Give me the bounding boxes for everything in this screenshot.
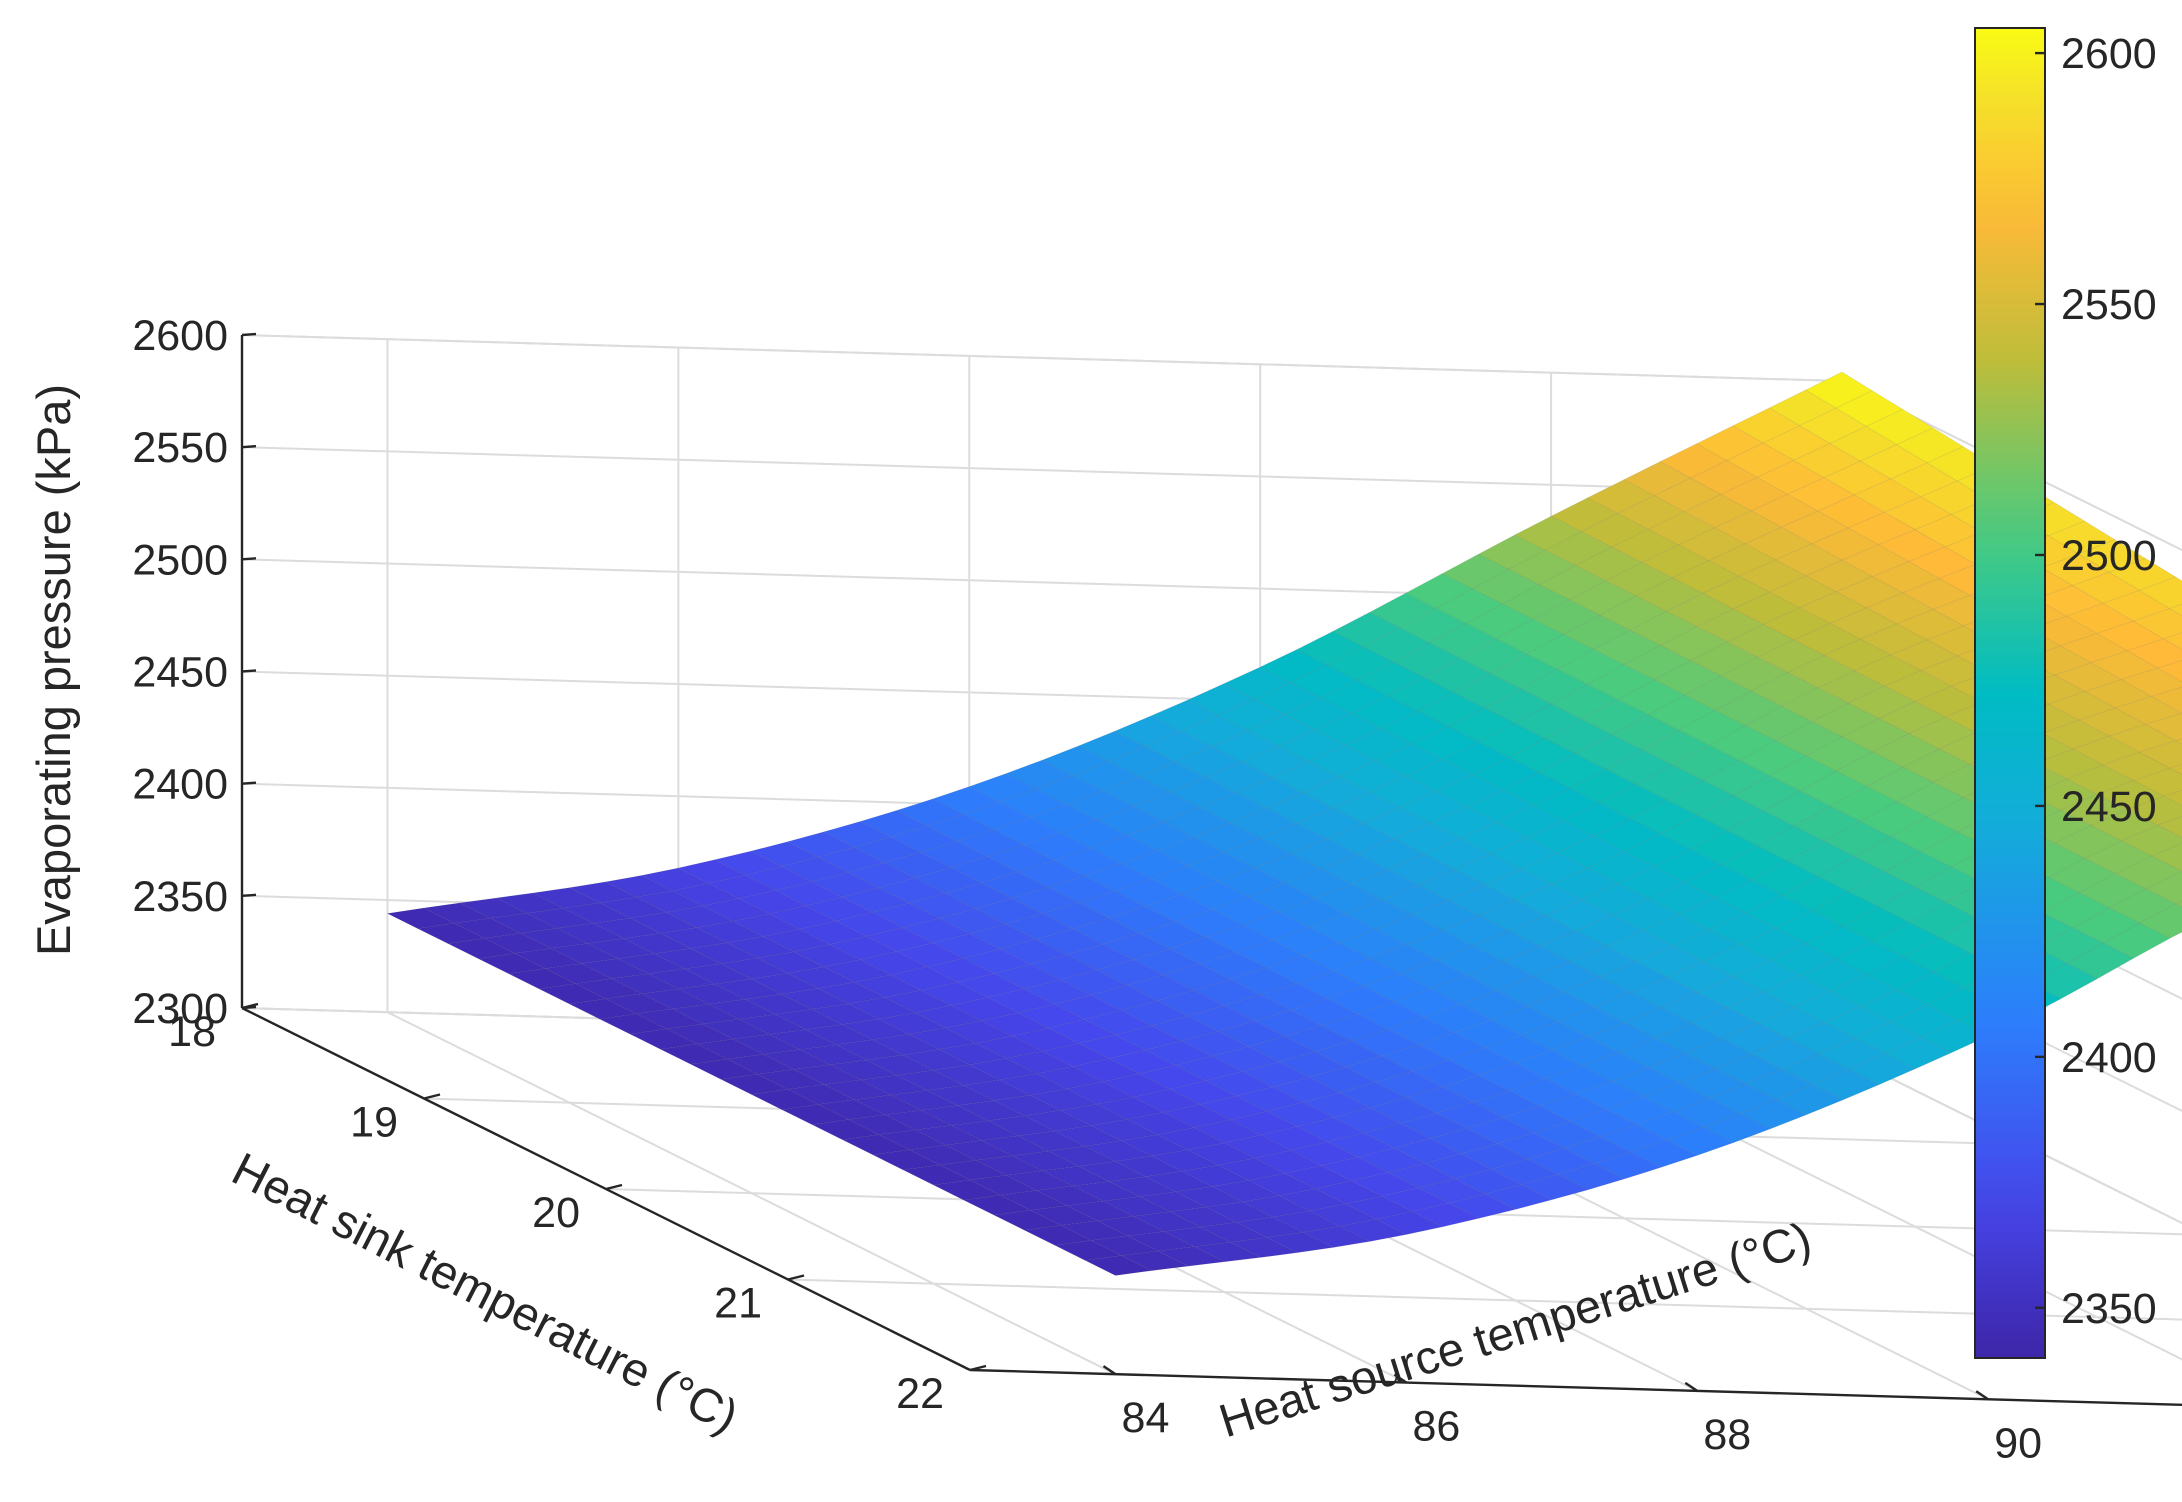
colorbar-tick-label: 2600 [2061, 30, 2157, 78]
colorbar-tick-label: 2550 [2061, 281, 2157, 329]
surface-patch [1884, 1036, 1953, 1070]
colorbar-frame [1974, 27, 2046, 1359]
axes-layer: 2300 2350 2400 2450 2500 2550 2600 18 19 20 21 22 84… [132, 312, 2182, 1467]
x-tick-mark [1102, 1365, 1117, 1376]
z-tick-mark [241, 669, 257, 673]
surface-patch [1083, 1255, 1154, 1276]
z-tick-mark [241, 893, 257, 898]
y-tick-mark [241, 1002, 259, 1010]
x-axis-line [969, 1368, 2182, 1407]
surface-patch [2162, 789, 2182, 807]
surface-patch [2126, 638, 2182, 669]
y-tick-label: 20 [532, 1189, 580, 1237]
y-axis-label: Heat sink temperature (°C) [224, 1142, 747, 1443]
z-tick-label: 2300 [132, 985, 228, 1033]
x-tick-label: 86 [1412, 1403, 1460, 1451]
x-tick-label: 90 [1994, 1419, 2042, 1467]
surface-patch [2168, 764, 2182, 776]
colorbar-fill [1975, 28, 2045, 1358]
z-tick-label: 2550 [132, 424, 228, 472]
y-tick-label: 21 [714, 1280, 762, 1328]
y-tick-mark [423, 1093, 441, 1100]
box-edge [1841, 1053, 2182, 1225]
colorbar-tick-label: 2400 [2061, 1034, 2157, 1082]
y-tick-mark [605, 1183, 623, 1191]
z-tick-mark [241, 444, 257, 449]
x-tick-mark [1975, 1390, 1989, 1401]
surface-patch [2168, 603, 2182, 617]
z-tick-label: 2400 [132, 761, 228, 809]
z-tick-label: 2350 [132, 873, 228, 921]
x-tick-label: 88 [1703, 1411, 1751, 1459]
x-tick-mark [1684, 1381, 1698, 1392]
x-tick-mark [1393, 1373, 1408, 1384]
surface-patch [2066, 942, 2135, 980]
surface-patch [2175, 900, 2182, 908]
surface-patch [2174, 738, 2182, 745]
gridline-floor-y [787, 1278, 2182, 1321]
box-edge [1841, 380, 2182, 552]
surface-patch [2162, 632, 2182, 651]
z-tick-label: 2450 [132, 649, 228, 697]
y-tick-label: 19 [350, 1099, 398, 1147]
surface-patch [2126, 795, 2182, 826]
colorbar-tick-label: 2450 [2061, 783, 2157, 831]
colorbar-tick-label: 2500 [2061, 532, 2157, 580]
y-tick-mark [787, 1274, 805, 1281]
z-tick-mark [241, 781, 257, 785]
y-tick-label: 18 [168, 1008, 216, 1056]
surface-layer [386, 371, 2182, 1276]
gridline-back-z [241, 446, 1843, 495]
surface-patch [1265, 1231, 1335, 1254]
z-tick-mark [241, 332, 257, 337]
colorbar-ticks: 2350 2400 2450 2500 2550 2600 [2035, 30, 2157, 1333]
z-tick-label: 2600 [132, 312, 228, 360]
box-edge [241, 334, 1843, 382]
z-tick-mark [241, 557, 257, 561]
colorbar: 2350 2400 2450 2500 2550 2600 [1974, 27, 2157, 1359]
surface-patch [1120, 1250, 1190, 1272]
colorbar-tick-label: 2350 [2061, 1285, 2157, 1333]
z-tick-label: 2500 [132, 536, 228, 584]
z-axis-label: Evaporating pressure (kPa) [27, 384, 80, 956]
x-tick-label: 84 [1122, 1394, 1170, 1442]
surface-patch [2150, 842, 2182, 872]
y-tick-label: 22 [896, 1370, 944, 1418]
surface-patch [2150, 686, 2182, 714]
